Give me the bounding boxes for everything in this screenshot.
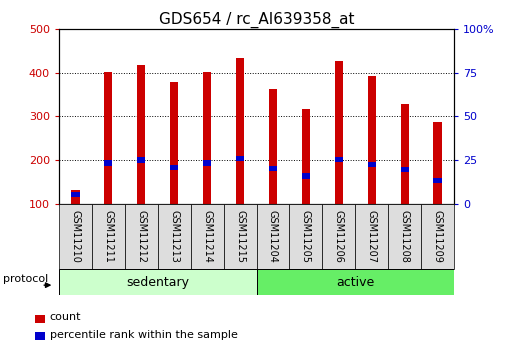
Text: GSM11212: GSM11212 bbox=[136, 210, 146, 263]
Bar bbox=[256, 269, 454, 295]
Bar bbox=[368, 162, 376, 167]
Bar bbox=[269, 89, 277, 204]
Text: GSM11208: GSM11208 bbox=[400, 210, 409, 263]
Text: GSM11213: GSM11213 bbox=[169, 210, 179, 263]
Text: GSM11209: GSM11209 bbox=[432, 210, 443, 263]
Bar bbox=[401, 167, 409, 172]
Text: GSM11214: GSM11214 bbox=[202, 210, 212, 263]
FancyBboxPatch shape bbox=[92, 204, 125, 269]
Text: GSM11215: GSM11215 bbox=[235, 210, 245, 263]
FancyBboxPatch shape bbox=[158, 204, 191, 269]
Bar bbox=[433, 122, 442, 204]
Bar bbox=[302, 109, 310, 204]
Bar bbox=[35, 315, 45, 323]
FancyBboxPatch shape bbox=[125, 204, 158, 269]
Bar bbox=[334, 61, 343, 204]
Text: count: count bbox=[50, 313, 81, 322]
Bar bbox=[59, 269, 256, 295]
Text: sedentary: sedentary bbox=[126, 276, 189, 288]
Bar bbox=[137, 157, 145, 162]
FancyBboxPatch shape bbox=[59, 204, 92, 269]
Bar bbox=[71, 190, 80, 204]
Bar bbox=[170, 81, 179, 204]
Text: GSM11210: GSM11210 bbox=[70, 210, 81, 263]
Bar bbox=[170, 165, 179, 170]
Text: GSM11204: GSM11204 bbox=[268, 210, 278, 263]
FancyBboxPatch shape bbox=[355, 204, 388, 269]
Text: active: active bbox=[336, 276, 374, 288]
Bar bbox=[137, 65, 145, 204]
Bar bbox=[104, 72, 112, 204]
Bar bbox=[104, 160, 112, 166]
Text: GSM11206: GSM11206 bbox=[334, 210, 344, 263]
FancyBboxPatch shape bbox=[322, 204, 355, 269]
FancyBboxPatch shape bbox=[256, 204, 289, 269]
Bar bbox=[35, 332, 45, 340]
Text: percentile rank within the sample: percentile rank within the sample bbox=[50, 330, 238, 339]
Text: GSM11207: GSM11207 bbox=[367, 210, 377, 263]
FancyBboxPatch shape bbox=[191, 204, 224, 269]
Text: GSM11211: GSM11211 bbox=[104, 210, 113, 263]
FancyBboxPatch shape bbox=[289, 204, 322, 269]
Bar bbox=[433, 178, 442, 183]
Bar bbox=[71, 192, 80, 197]
FancyBboxPatch shape bbox=[388, 204, 421, 269]
Bar bbox=[269, 166, 277, 171]
Bar bbox=[368, 76, 376, 204]
Title: GDS654 / rc_AI639358_at: GDS654 / rc_AI639358_at bbox=[159, 12, 354, 28]
Bar bbox=[236, 156, 244, 161]
Bar bbox=[203, 160, 211, 166]
Bar bbox=[203, 72, 211, 204]
Text: protocol: protocol bbox=[3, 274, 48, 284]
Bar bbox=[401, 104, 409, 204]
FancyBboxPatch shape bbox=[421, 204, 454, 269]
Bar bbox=[334, 157, 343, 162]
FancyBboxPatch shape bbox=[224, 204, 256, 269]
Bar bbox=[236, 58, 244, 204]
Text: GSM11205: GSM11205 bbox=[301, 210, 311, 263]
Bar bbox=[302, 174, 310, 179]
